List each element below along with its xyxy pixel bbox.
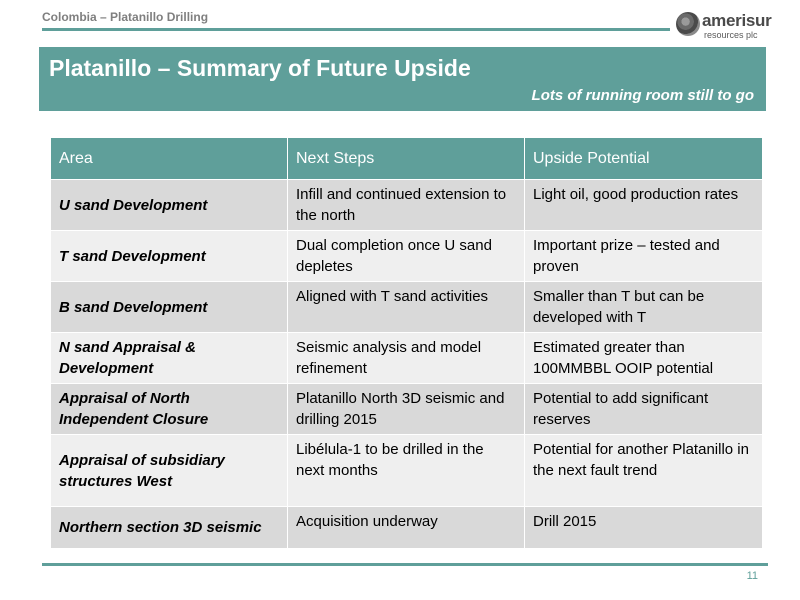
- column-header-area: Area: [50, 137, 288, 180]
- table-row: Appraisal of subsidiary structures West …: [50, 434, 763, 507]
- table-row: T sand Development Dual completion once …: [50, 230, 763, 282]
- cell-upside: Light oil, good production rates: [524, 179, 763, 231]
- upside-table: Area Next Steps Upside Potential U sand …: [50, 137, 763, 549]
- table-row: N sand Appraisal & Development Seismic a…: [50, 332, 763, 384]
- cell-area: Appraisal of subsidiary structures West: [50, 434, 288, 507]
- cell-upside: Important prize – tested and proven: [524, 230, 763, 282]
- cell-area: U sand Development: [50, 179, 288, 231]
- cell-upside: Estimated greater than 100MMBBL OOIP pot…: [524, 332, 763, 384]
- cell-next-steps: Dual completion once U sand depletes: [287, 230, 525, 282]
- table-row: Northern section 3D seismic Acquisition …: [50, 506, 763, 549]
- cell-upside: Smaller than T but can be developed with…: [524, 281, 763, 333]
- cell-area: Northern section 3D seismic: [50, 506, 288, 549]
- cell-next-steps: Seismic analysis and model refinement: [287, 332, 525, 384]
- cell-area: Appraisal of North Independent Closure: [50, 383, 288, 435]
- cell-next-steps: Platanillo North 3D seismic and drilling…: [287, 383, 525, 435]
- section-label: Colombia – Platanillo Drilling: [42, 10, 209, 24]
- page-number: 11: [746, 570, 758, 582]
- column-header-upside: Upside Potential: [524, 137, 763, 180]
- cell-area: N sand Appraisal & Development: [50, 332, 288, 384]
- cell-area: T sand Development: [50, 230, 288, 282]
- table-header-row: Area Next Steps Upside Potential: [50, 137, 763, 180]
- footer-divider: [42, 563, 768, 566]
- table-row: U sand Development Infill and continued …: [50, 179, 763, 231]
- cell-upside: Potential for another Platanillo in the …: [524, 434, 763, 507]
- table-row: B sand Development Aligned with T sand a…: [50, 281, 763, 333]
- slide-subtitle: Lots of running room still to go: [531, 87, 754, 104]
- cell-next-steps: Aligned with T sand activities: [287, 281, 525, 333]
- company-logo: amerisur resources plc: [676, 10, 776, 40]
- logo-subtitle: resources plc: [704, 30, 758, 40]
- header-divider: [42, 28, 670, 31]
- table-row: Appraisal of North Independent Closure P…: [50, 383, 763, 435]
- cell-upside: Potential to add significant reserves: [524, 383, 763, 435]
- title-bar: Platanillo – Summary of Future Upside Lo…: [39, 47, 766, 111]
- cell-area: B sand Development: [50, 281, 288, 333]
- logo-globe-icon: [676, 12, 700, 36]
- cell-next-steps: Acquisition underway: [287, 506, 525, 549]
- cell-upside: Drill 2015: [524, 506, 763, 549]
- slide-title: Platanillo – Summary of Future Upside: [49, 55, 471, 81]
- logo-name: amerisur: [702, 11, 772, 30]
- cell-next-steps: Infill and continued extension to the no…: [287, 179, 525, 231]
- column-header-next-steps: Next Steps: [287, 137, 525, 180]
- cell-next-steps: Libélula-1 to be drilled in the next mon…: [287, 434, 525, 507]
